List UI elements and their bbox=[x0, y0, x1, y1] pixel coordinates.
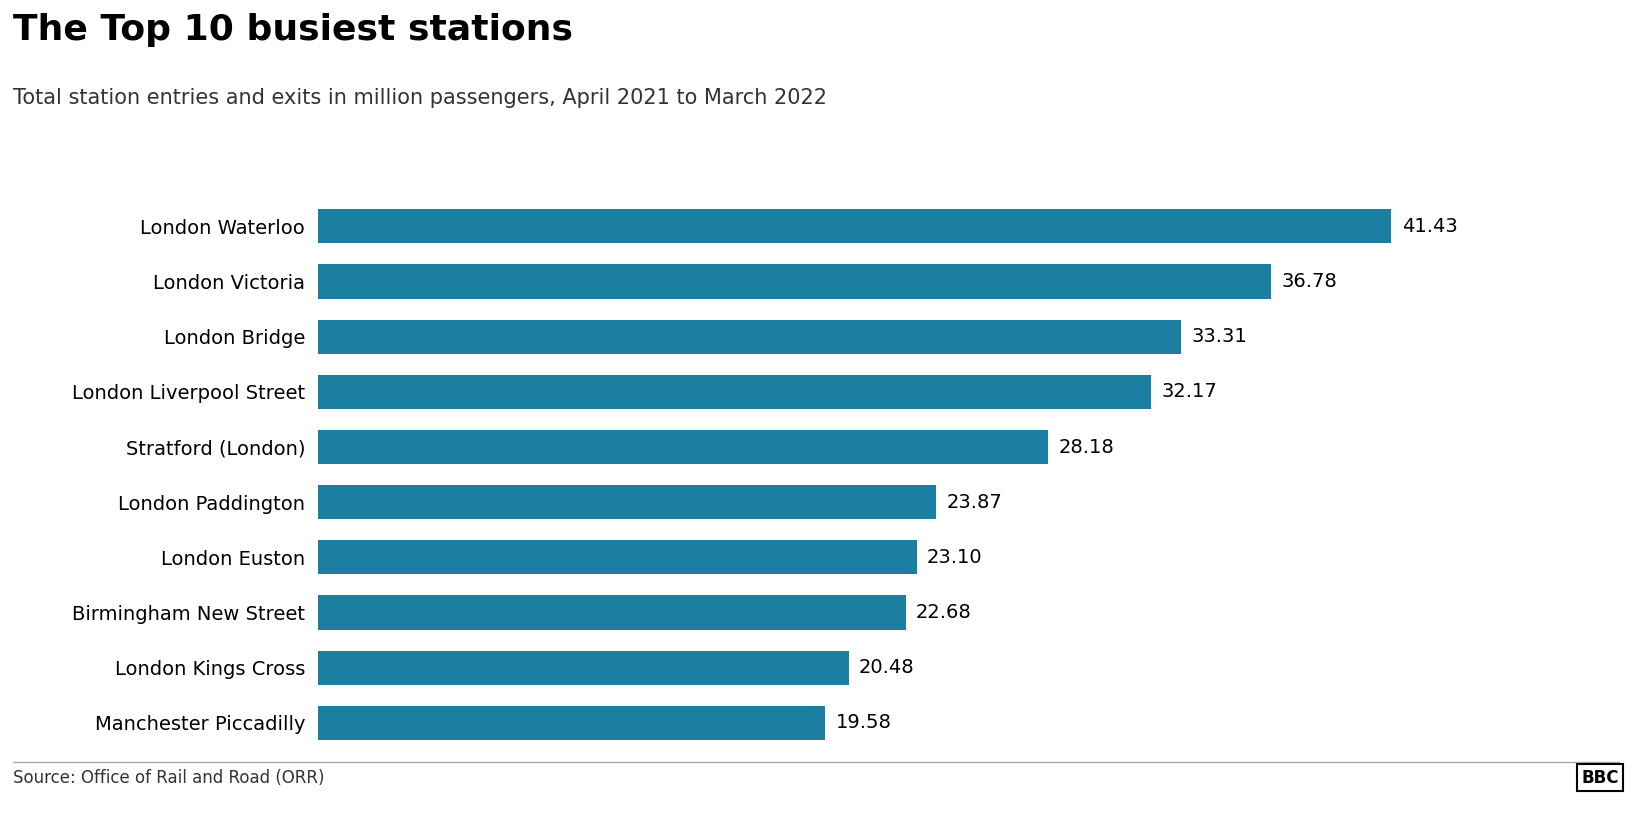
Text: Source: Office of Rail and Road (ORR): Source: Office of Rail and Road (ORR) bbox=[13, 769, 325, 786]
Text: 33.31: 33.31 bbox=[1191, 327, 1247, 346]
Text: 36.78: 36.78 bbox=[1281, 272, 1337, 291]
Bar bbox=[318, 485, 937, 519]
Bar bbox=[318, 265, 1271, 298]
Text: 41.43: 41.43 bbox=[1402, 217, 1457, 236]
Bar bbox=[318, 319, 1182, 354]
Text: 19.58: 19.58 bbox=[836, 713, 891, 732]
Text: Total station entries and exits in million passengers, April 2021 to March 2022: Total station entries and exits in milli… bbox=[13, 88, 827, 108]
Text: 28.18: 28.18 bbox=[1059, 438, 1115, 456]
Text: 22.68: 22.68 bbox=[916, 603, 971, 622]
Bar bbox=[318, 430, 1048, 465]
Text: 32.17: 32.17 bbox=[1162, 382, 1217, 402]
Bar bbox=[318, 209, 1390, 244]
Bar bbox=[318, 706, 826, 740]
Text: 23.10: 23.10 bbox=[927, 548, 982, 567]
Bar bbox=[318, 540, 917, 575]
Text: 20.48: 20.48 bbox=[858, 659, 914, 677]
Text: 23.87: 23.87 bbox=[947, 493, 1002, 512]
Bar bbox=[318, 651, 849, 685]
Bar bbox=[318, 375, 1152, 409]
Text: The Top 10 busiest stations: The Top 10 busiest stations bbox=[13, 13, 573, 46]
Bar bbox=[318, 596, 906, 630]
Text: BBC: BBC bbox=[1581, 769, 1619, 786]
